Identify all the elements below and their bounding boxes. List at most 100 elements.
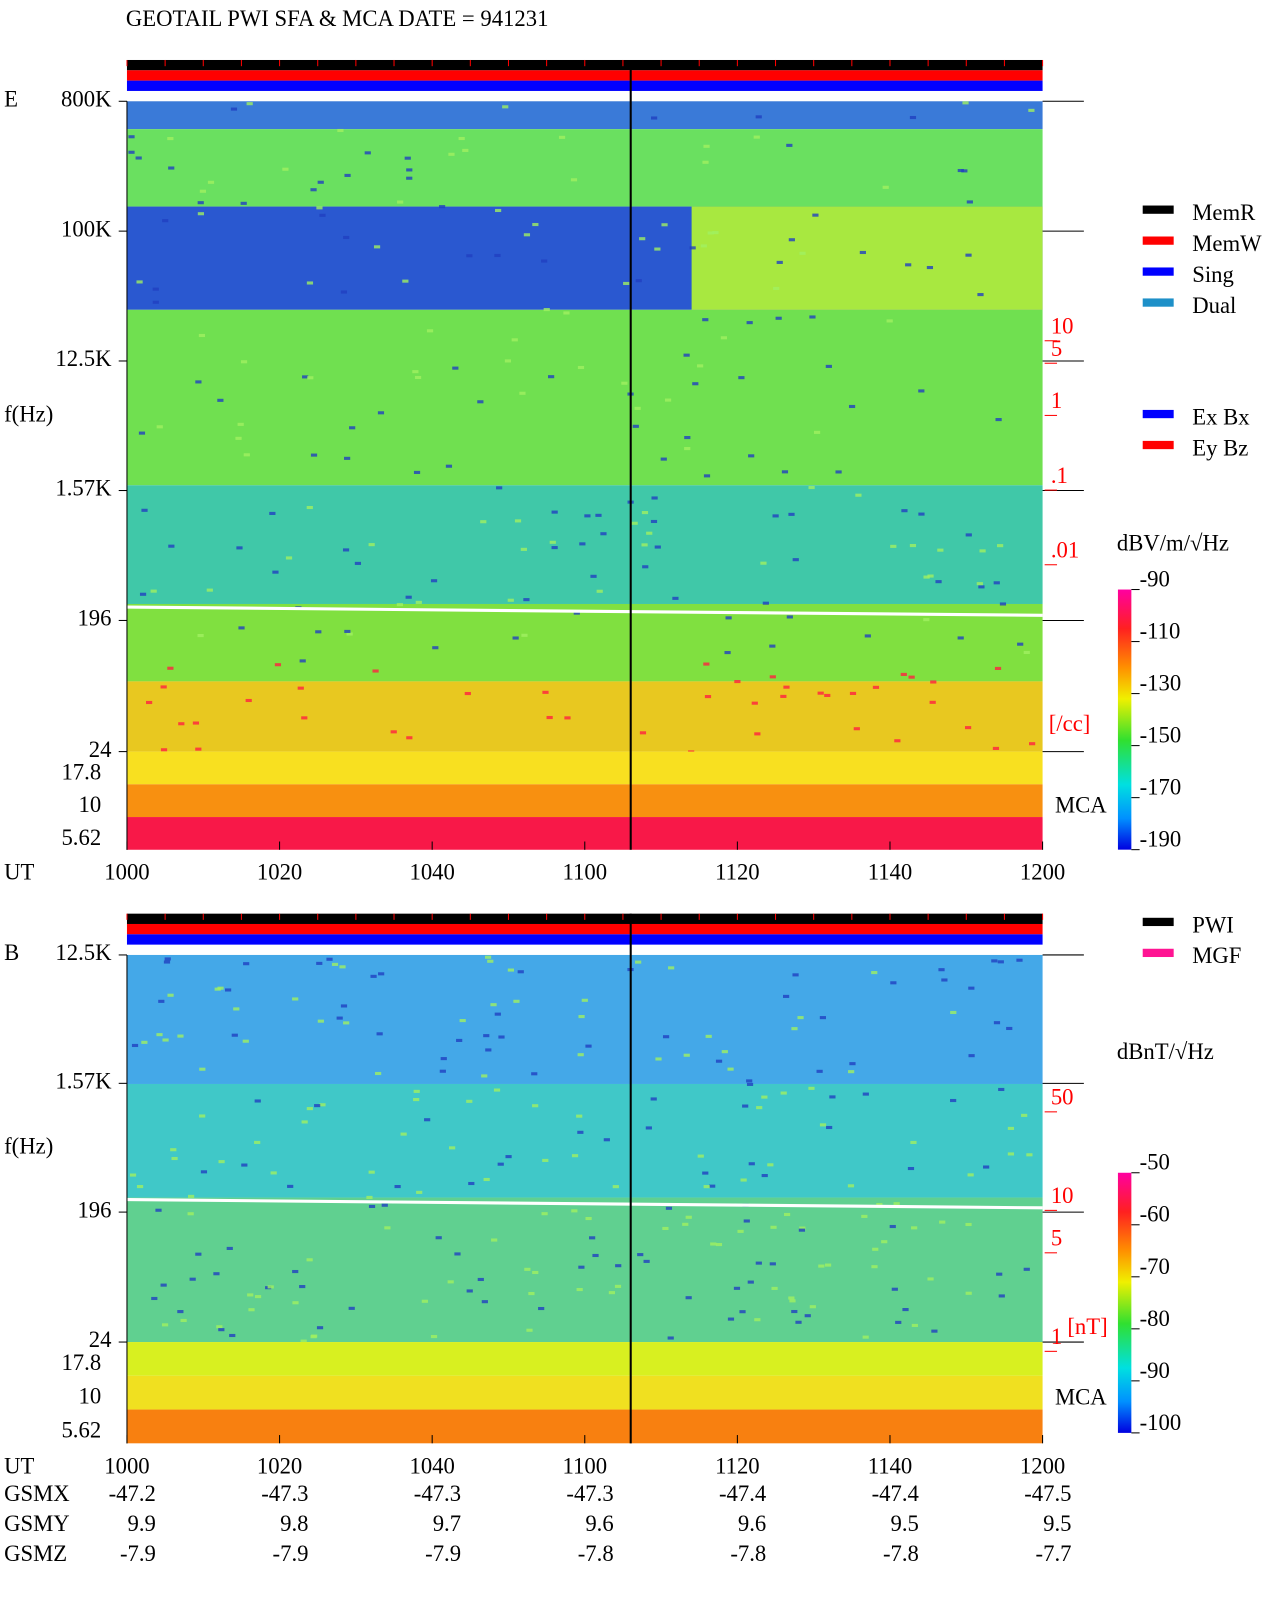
spectrum-pixel — [128, 150, 135, 154]
spectrum-pixel — [368, 1204, 376, 1209]
spectrum-pixel — [848, 404, 856, 409]
spectrum-pixel — [740, 1178, 747, 1182]
spectrum-pixel — [230, 107, 238, 111]
spectrum-pixel — [524, 1267, 531, 1271]
spectrum-pixel — [372, 669, 379, 673]
spectrum-pixel — [542, 1158, 549, 1162]
spectrum-pixel — [683, 1053, 690, 1057]
spectrum-pixel — [370, 974, 377, 978]
spectrum-pixel — [171, 1156, 178, 1161]
spectrum-pixel — [771, 1286, 778, 1290]
spectrum-pixel — [872, 1247, 879, 1251]
spectrum-pixel — [635, 960, 642, 964]
spectrum-pixel — [931, 1329, 938, 1333]
spectrum-pixel — [496, 486, 503, 490]
spectrum-pixel — [590, 574, 597, 578]
spectrum-pixel — [214, 987, 221, 991]
spectrum-pixel — [826, 1125, 833, 1130]
spectrum-pixel — [743, 1219, 750, 1223]
spectrum-pixel — [993, 581, 1000, 585]
x-tick-label: 1100 — [563, 860, 608, 885]
density-tick-label: 1 — [1051, 388, 1062, 413]
spectrum-pixel — [464, 691, 471, 696]
spectrum-pixel — [727, 1317, 735, 1321]
spectrum-pixel — [891, 1287, 898, 1291]
spectrum-pixel — [923, 575, 930, 579]
spectrum-pixel — [965, 253, 972, 257]
spectrum-pixel — [700, 244, 707, 248]
spectrum-pixel — [254, 1099, 261, 1103]
spectrum-pixel — [770, 1225, 777, 1229]
spectrum-pixel — [882, 185, 889, 189]
spectrum-pixel — [316, 1326, 324, 1330]
spectrum-pixel — [957, 168, 964, 173]
spectrum-pixel — [1017, 642, 1024, 646]
density-unit: [nT] — [1067, 1314, 1107, 1339]
spectrum-pixel — [377, 411, 385, 415]
spectrum-pixel — [724, 651, 731, 655]
spectrum-pixel — [549, 540, 556, 544]
legend-swatch — [1142, 948, 1174, 958]
orbit-value: -47.4 — [872, 1481, 919, 1506]
spectrum-pixel — [641, 543, 648, 547]
density-unit: [/cc] — [1049, 711, 1091, 736]
spectrum-pixel — [950, 1098, 957, 1103]
spectrum-pixel — [301, 1120, 308, 1124]
mca-channel-label: 5.62 — [61, 1417, 101, 1442]
legend-label: MemR — [1192, 200, 1256, 225]
spectrum-band — [126, 309, 1043, 486]
x-tick-label: 1020 — [257, 860, 302, 885]
spectrum-pixel — [998, 1294, 1005, 1298]
spectrum-pixel — [668, 966, 675, 970]
legend-label: Ey Bz — [1192, 435, 1248, 460]
spectrum-pixel — [512, 636, 519, 640]
spectrum-pixel — [808, 1086, 815, 1090]
colorbar-tick-label: -50 — [1140, 1150, 1170, 1175]
spectrum-pixel — [415, 600, 422, 604]
spectrum-pixel — [871, 971, 878, 975]
spectrum-pixel — [817, 691, 824, 695]
colorbar — [1117, 589, 1132, 850]
spectrum-pixel — [703, 474, 711, 478]
spectrum-pixel — [381, 1203, 388, 1207]
colorbar — [1117, 1172, 1132, 1433]
y-tick-label: 24 — [89, 737, 112, 762]
spectrum-pixel — [238, 626, 245, 630]
spectrum-pixel — [965, 533, 972, 537]
mca-channel-label: 10 — [78, 1384, 101, 1409]
spectrum-pixel — [170, 1148, 177, 1152]
legend-swatch — [1142, 267, 1174, 276]
spectrum-pixel — [631, 521, 638, 525]
spectrum-pixel — [585, 1044, 592, 1048]
spectrum-pixel — [528, 1292, 535, 1296]
spectrum-pixel — [373, 245, 381, 249]
spectrum-pixel — [589, 1236, 596, 1240]
spectrum-pixel — [937, 548, 944, 552]
orbit-row-name: GSMY — [4, 1511, 70, 1536]
x-tick-label: 1200 — [1020, 1453, 1065, 1478]
spectrum-pixel — [645, 1126, 652, 1130]
status-bar — [126, 923, 1043, 935]
spectrum-pixel — [682, 1222, 689, 1226]
spectrum-pixel — [424, 1118, 431, 1122]
spectrum-pixel — [769, 1262, 776, 1266]
spectrum-pixel — [292, 1301, 299, 1305]
spectrum-pixel — [705, 1034, 712, 1038]
spectrum-pixel — [195, 380, 202, 384]
spectrum-pixel — [310, 453, 318, 457]
spectrum-pixel — [910, 1140, 917, 1145]
spectrum-pixel — [570, 178, 578, 182]
colorbar-tick-label: -60 — [1140, 1202, 1170, 1227]
panel-label: E — [4, 86, 18, 111]
spectrum-pixel — [938, 968, 945, 972]
colorbar-tick-label: -190 — [1140, 827, 1182, 852]
y-tick-label: 196 — [77, 606, 111, 631]
spectrum-pixel — [835, 470, 842, 474]
spectrum-pixel — [375, 1071, 382, 1076]
spectrum-pixel — [532, 1104, 539, 1108]
spectrum-pixel — [507, 598, 514, 602]
density-tick-label: 1 — [1051, 1324, 1062, 1349]
spectrum-pixel — [791, 1027, 798, 1031]
spectrum-pixel — [848, 1070, 855, 1074]
